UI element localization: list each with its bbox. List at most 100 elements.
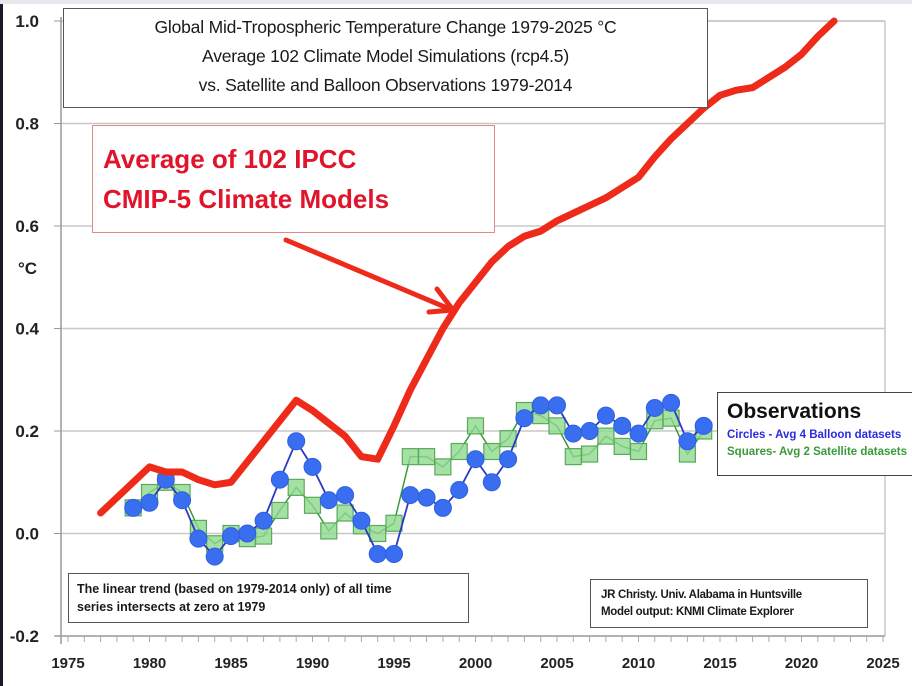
satellite-point (271, 501, 289, 520)
model-line (97, 17, 838, 517)
balloon-point (515, 409, 534, 428)
balloon-point (270, 470, 289, 489)
axes (54, 17, 885, 644)
balloon-point (287, 432, 306, 451)
balloon-point (124, 498, 143, 517)
balloon-point (678, 432, 697, 451)
balloon-point (482, 473, 501, 492)
model-callout-line-1: Average of 102 IPCC (103, 144, 357, 174)
x-tick-label: 2000 (459, 655, 492, 672)
balloon-point (694, 416, 713, 435)
satellite-point (580, 445, 599, 463)
x-tick-label: 1985 (214, 655, 247, 672)
satellite-point (385, 514, 403, 532)
balloon-point (613, 416, 632, 435)
balloon-series (124, 393, 713, 566)
balloon-point (401, 486, 420, 505)
balloon-point (499, 450, 518, 469)
balloon-point (531, 396, 550, 415)
model-callout-line-2: CMIP-5 Climate Models (103, 184, 390, 214)
arrow-head (426, 286, 456, 315)
balloon-point (205, 547, 224, 566)
balloon-point (303, 457, 322, 476)
balloon-point (629, 424, 648, 443)
model-series (97, 17, 838, 517)
balloon-point (433, 498, 452, 517)
balloon-point (189, 529, 208, 548)
gridlines (61, 20, 886, 636)
legend-entry-balloon: Circles - Avg 4 Balloon datasets (727, 429, 902, 441)
satellite-point (401, 448, 419, 466)
legend-title: Observations (727, 400, 862, 423)
x-tick-label: 1975 (51, 655, 84, 672)
x-tick-label: 2025 (866, 655, 899, 672)
y-tick-label: 0.4 (15, 320, 39, 339)
balloon-point (450, 480, 469, 499)
satellite-point (466, 417, 485, 435)
trend-note-box: The linear trend (based on 1979-2014 onl… (68, 573, 469, 623)
balloon-point (385, 545, 403, 563)
satellite-point (336, 504, 354, 522)
top-strip (0, 0, 912, 4)
y-tick-label: 0.2 (15, 422, 39, 441)
y-tick-label: -0.2 (10, 627, 39, 646)
x-tick-labels: 1975 1980 1985 1990 1995 2000 2005 2010 2015 2020… (51, 655, 899, 672)
legend-box: Observations Circles - Avg 4 Balloon dat… (717, 392, 912, 476)
balloon-point (222, 527, 240, 546)
arrow-shaft (283, 237, 455, 313)
satellite-point (369, 524, 387, 543)
balloon-point (140, 493, 159, 512)
satellite-point (629, 442, 648, 461)
satellite-point (450, 442, 468, 461)
x-tick-label: 1990 (296, 655, 329, 672)
satellite-point (597, 427, 615, 445)
model-callout-box: Average of 102 IPCC CMIP-5 Climate Model… (92, 125, 495, 233)
callout-arrow (283, 237, 456, 315)
balloon-point (564, 424, 583, 443)
balloon-point (580, 422, 599, 440)
chart-title-box: Global Mid-Tropospheric Temperature Chan… (63, 8, 708, 108)
satellite-point (320, 522, 338, 540)
chart-title-line-1: Global Mid-Tropospheric Temperature Chan… (154, 17, 617, 37)
y-tick-label: 0.8 (15, 115, 39, 134)
trend-note-line-2: series intersects at zero at 1979 (77, 600, 266, 614)
satellite-point (434, 458, 452, 476)
balloon-point (173, 491, 192, 510)
credit-line-2: Model output: KNMI Climate Explorer (601, 606, 794, 618)
credit-box: JR Christy. Univ. Alabama in Huntsville … (590, 579, 868, 628)
satellite-point (564, 448, 582, 466)
balloon-point (466, 450, 485, 469)
satellite-point (255, 527, 273, 545)
satellite-point (418, 448, 436, 466)
balloon-point (548, 396, 566, 415)
credit-line-1: JR Christy. Univ. Alabama in Huntsville (601, 589, 802, 601)
x-tick-label: 1980 (133, 655, 166, 672)
x-tick-label: 2010 (622, 655, 655, 672)
balloon-point (596, 406, 615, 425)
satellite-point (483, 442, 501, 461)
balloon-point (238, 524, 257, 543)
y-tick-label: 1.0 (15, 12, 39, 31)
satellite-point (548, 417, 566, 435)
satellite-point (303, 496, 322, 514)
balloon-point (368, 545, 387, 563)
y-tick-labels: -0.2 0.0 0.2 0.4 0.6 0.8 1.0 (10, 12, 40, 646)
balloon-point (662, 393, 681, 412)
satellite-point (287, 478, 305, 496)
trend-note-line-1: The linear trend (based on 1979-2014 onl… (77, 582, 392, 596)
balloon-point (254, 511, 273, 530)
balloon-point (319, 491, 338, 510)
satellite-point (613, 437, 631, 455)
chart-title-line-3: vs. Satellite and Balloon Observations 1… (198, 75, 573, 95)
x-tick-label: 1995 (377, 655, 410, 672)
balloon-point (645, 398, 664, 417)
y-tick-label: 0.6 (15, 217, 39, 236)
x-tick-label: 2015 (703, 655, 736, 672)
x-tick-label: 2005 (540, 655, 573, 672)
balloon-point (417, 488, 436, 507)
balloon-point (336, 486, 355, 505)
legend-entry-satellite: Squares- Avg 2 Satellite datasets (727, 446, 908, 458)
y-tick-label: 0.0 (15, 525, 39, 544)
y-axis-label: °C (18, 259, 38, 278)
